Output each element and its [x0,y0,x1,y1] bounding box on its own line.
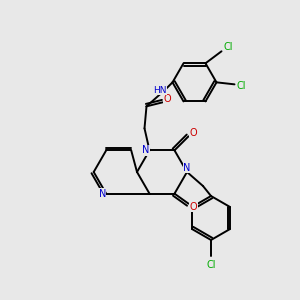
Text: N: N [183,163,191,173]
Text: N: N [98,189,106,199]
Text: O: O [164,94,171,104]
Text: Cl: Cl [237,81,246,91]
Text: HN: HN [153,86,166,95]
Text: Cl: Cl [206,260,216,270]
Text: Cl: Cl [224,42,233,52]
Text: O: O [190,128,197,138]
Text: N: N [142,145,149,155]
Text: O: O [190,202,197,212]
